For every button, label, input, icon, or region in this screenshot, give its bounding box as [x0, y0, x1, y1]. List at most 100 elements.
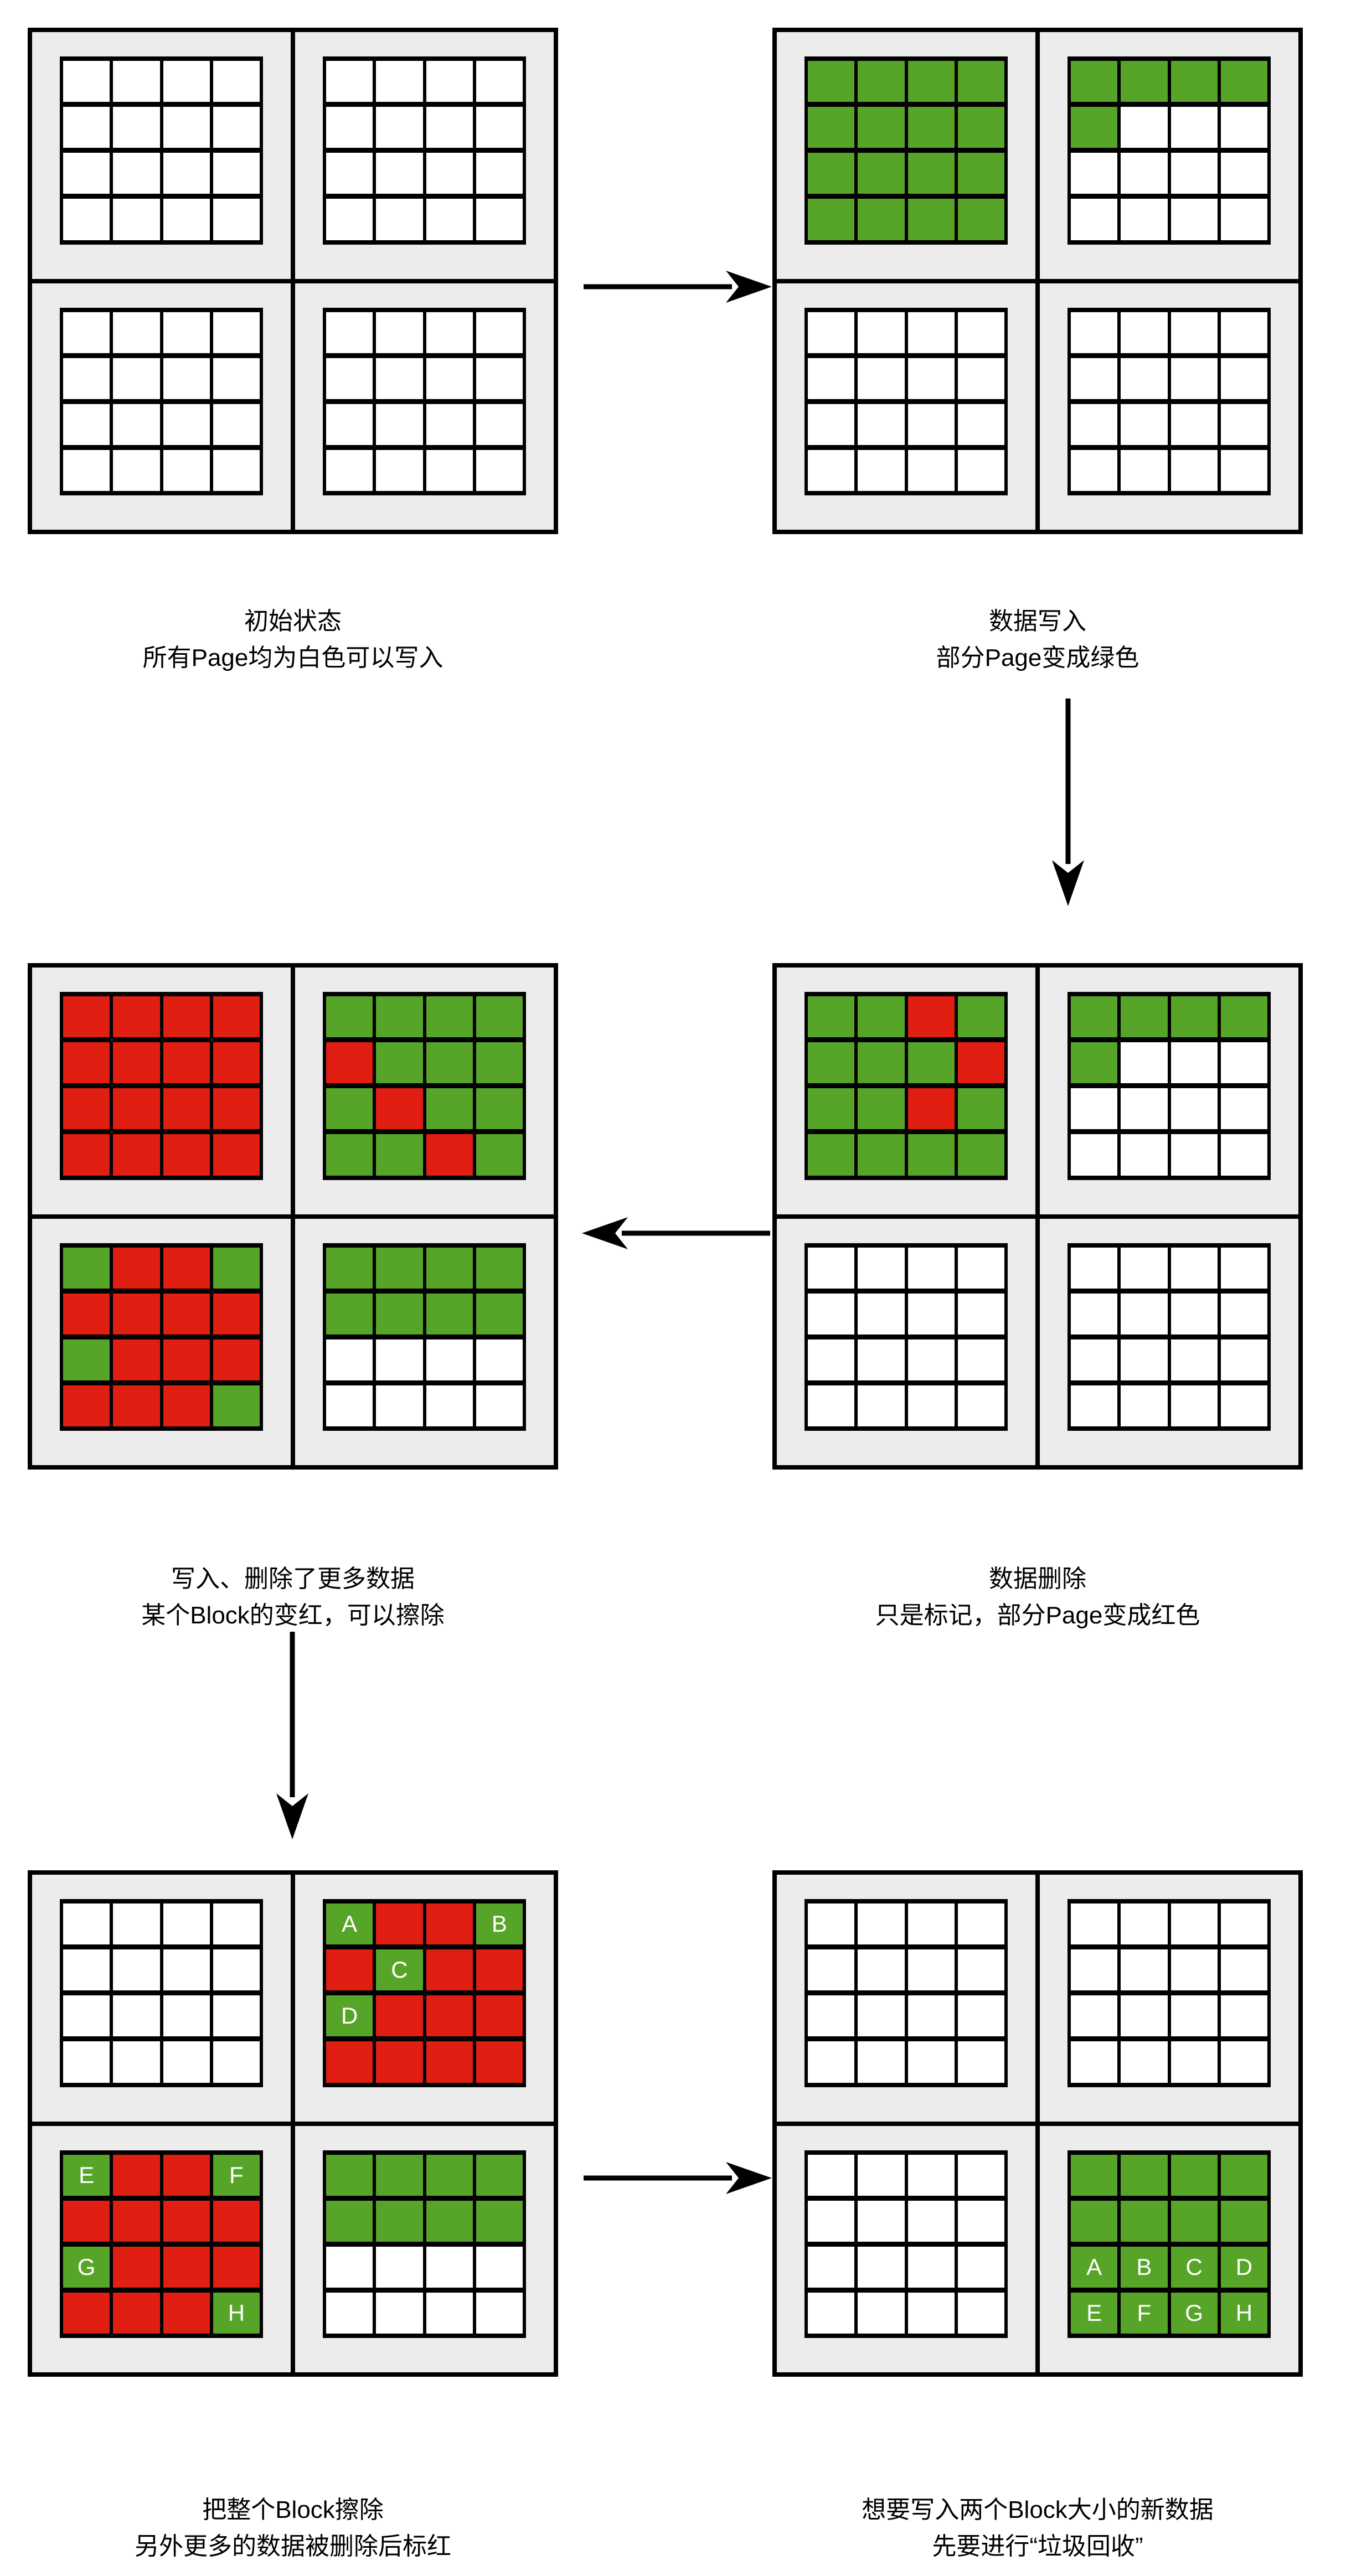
caption-line: 数据写入 — [989, 608, 1086, 635]
page — [213, 1339, 260, 1380]
page — [957, 1042, 1004, 1084]
caption-initial: 初始状态 所有Page均为白色可以写入 — [28, 603, 558, 676]
page — [63, 61, 110, 102]
page — [163, 61, 210, 102]
page — [426, 107, 473, 148]
page — [163, 1134, 210, 1176]
page — [1170, 1995, 1218, 2037]
page — [426, 996, 473, 1038]
caption-line: 所有Page均为白色可以写入 — [142, 644, 443, 671]
page — [957, 107, 1004, 148]
page — [376, 2246, 423, 2288]
page — [858, 107, 905, 148]
page — [213, 449, 260, 491]
page — [1220, 199, 1267, 240]
page — [113, 2154, 160, 2196]
page — [1071, 1385, 1118, 1426]
page — [957, 312, 1004, 353]
page — [376, 312, 423, 353]
page-e: E — [63, 2154, 110, 2196]
page — [63, 1293, 110, 1334]
page — [326, 2246, 373, 2288]
page — [476, 404, 523, 445]
page — [1121, 2041, 1168, 2083]
page — [1121, 1385, 1168, 1426]
page — [1071, 107, 1118, 148]
arrow-right-icon — [584, 2162, 772, 2194]
page — [476, 312, 523, 353]
page — [1220, 1042, 1267, 1084]
page — [1170, 1949, 1218, 1991]
page — [1121, 1949, 1168, 1991]
page — [1121, 2200, 1168, 2242]
page — [858, 153, 905, 194]
page-d: D — [1220, 2246, 1267, 2288]
page — [808, 1247, 855, 1289]
page — [1220, 1088, 1267, 1130]
page — [376, 1385, 423, 1426]
page-f: F — [213, 2154, 260, 2196]
page — [1121, 1903, 1168, 1945]
page — [1071, 996, 1118, 1038]
page — [957, 2246, 1004, 2288]
page — [213, 2200, 260, 2242]
page — [213, 199, 260, 240]
panel-data-deleted — [772, 963, 1303, 1470]
page — [858, 996, 905, 1038]
panel-data-written — [772, 28, 1303, 534]
page — [1121, 1995, 1168, 2037]
page — [326, 1042, 373, 1084]
page-grid — [323, 992, 526, 1180]
page — [113, 1088, 160, 1130]
page — [476, 1385, 523, 1426]
page — [426, 1385, 473, 1426]
page — [957, 1134, 1004, 1176]
caption-line: 数据删除 — [989, 1565, 1086, 1592]
page — [907, 1385, 955, 1426]
page — [163, 2246, 210, 2288]
page — [957, 1949, 1004, 1991]
page — [426, 1949, 473, 1991]
page — [476, 1293, 523, 1334]
caption-more-writes-deletes: 写入、删除了更多数据 某个Block的变红，可以擦除 — [28, 1561, 558, 1634]
page — [163, 2292, 210, 2334]
page — [213, 358, 260, 399]
page — [326, 1293, 373, 1334]
page — [1170, 2200, 1218, 2242]
page — [113, 2041, 160, 2083]
page — [213, 61, 260, 102]
page — [163, 358, 210, 399]
flash-block — [32, 968, 291, 1214]
page-grid — [323, 2150, 526, 2338]
page — [907, 153, 955, 194]
page — [113, 2246, 160, 2288]
page — [1170, 1134, 1218, 1176]
page — [808, 312, 855, 353]
page-grid — [1067, 1243, 1271, 1431]
page-g: G — [1170, 2292, 1218, 2334]
page — [1170, 1903, 1218, 1945]
page — [476, 61, 523, 102]
page-grid — [804, 992, 1008, 1180]
page — [426, 312, 473, 353]
page — [213, 1088, 260, 1130]
page — [1170, 449, 1218, 491]
page — [1071, 1293, 1118, 1334]
page — [113, 1903, 160, 1945]
page — [907, 1088, 955, 1130]
page — [163, 312, 210, 353]
page — [1121, 404, 1168, 445]
page — [163, 996, 210, 1038]
page — [858, 199, 905, 240]
page-grid — [60, 56, 263, 245]
page — [326, 199, 373, 240]
page — [113, 61, 160, 102]
caption-data-written: 数据写入 部分Page变成绿色 — [772, 603, 1303, 676]
caption-line: 只是标记，部分Page变成红色 — [875, 1602, 1200, 1629]
page — [476, 1134, 523, 1176]
page — [163, 1088, 210, 1130]
flash-block: E F G H — [32, 2125, 291, 2372]
page — [213, 1949, 260, 1991]
page — [1220, 1949, 1267, 1991]
